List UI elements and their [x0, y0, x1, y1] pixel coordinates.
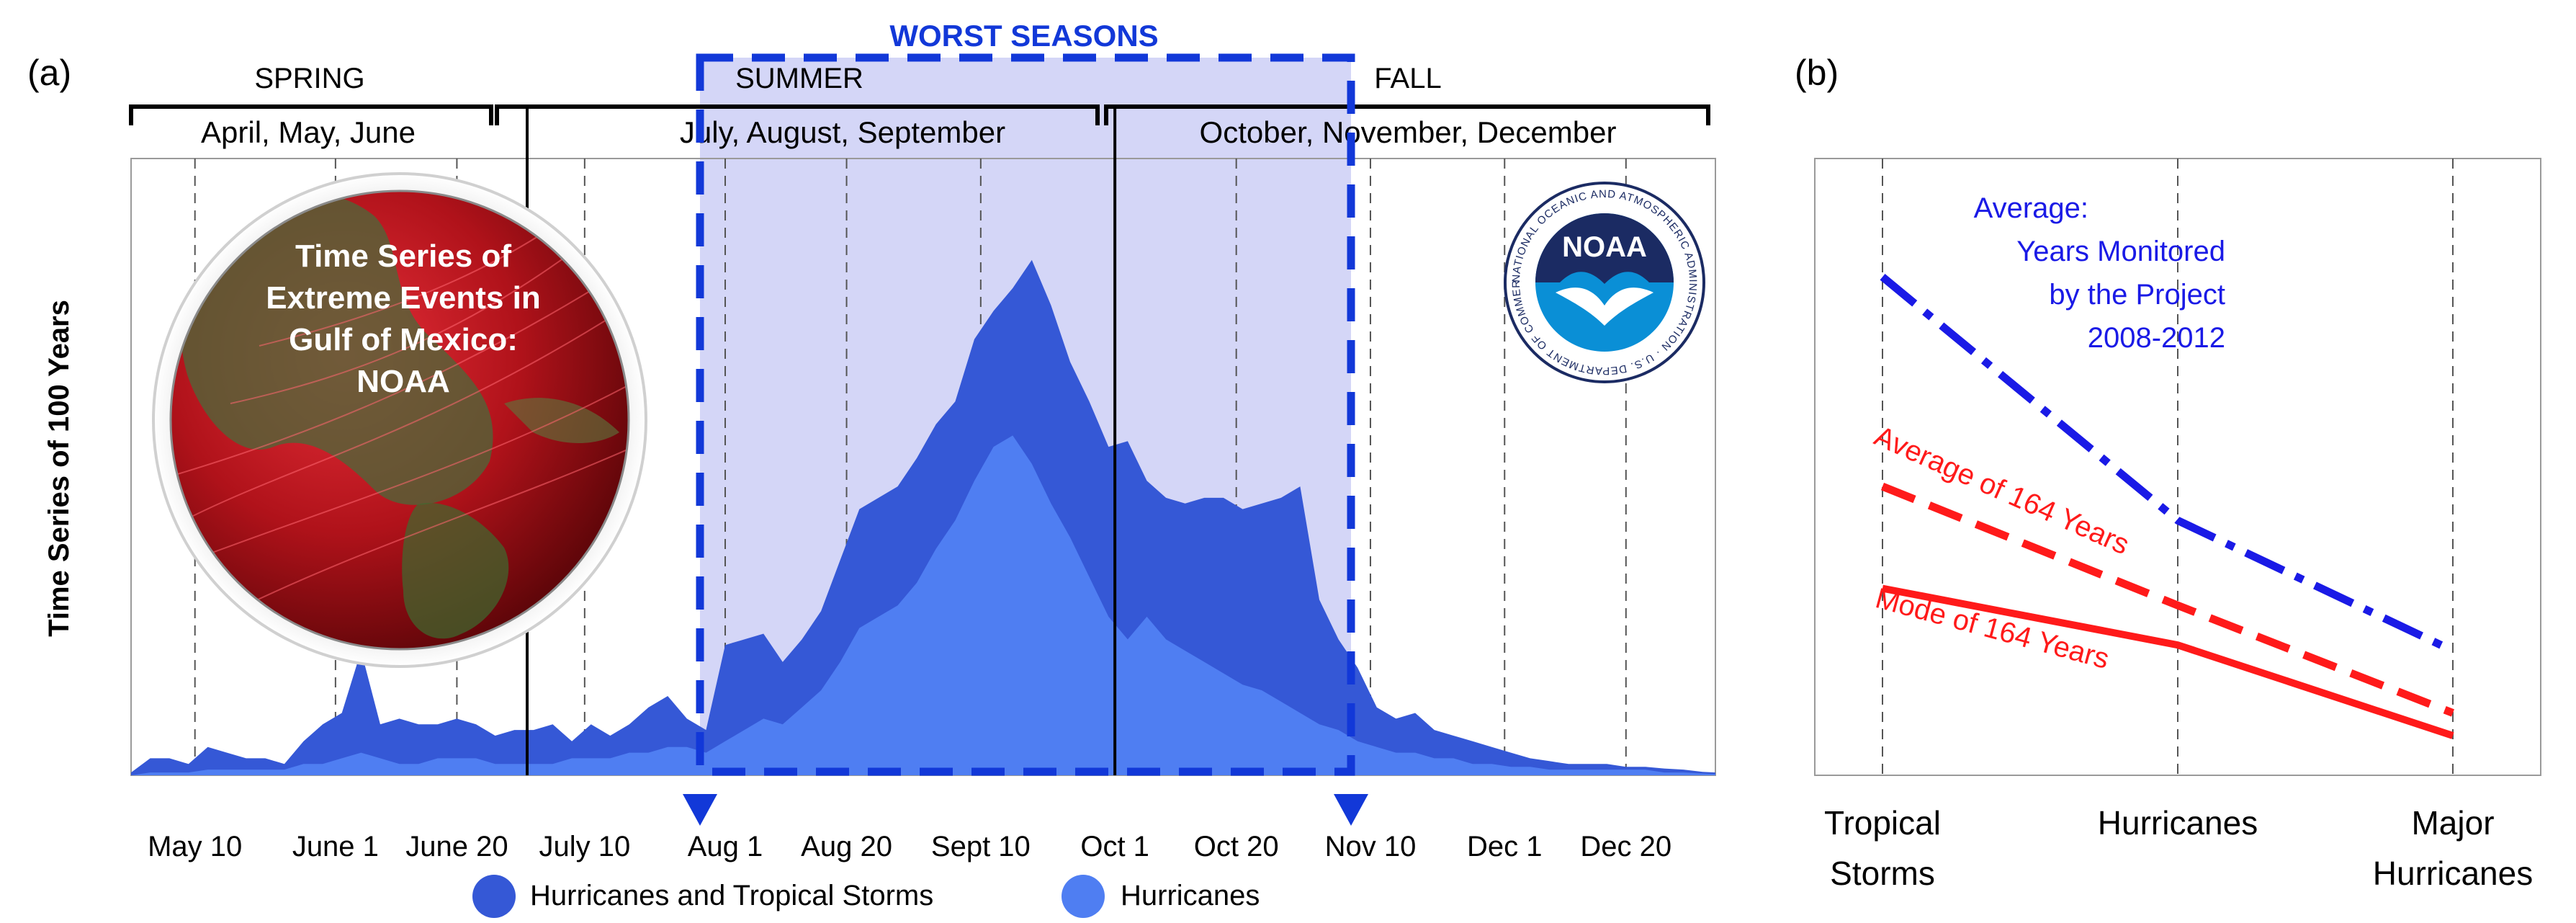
tick-label: Aug 20 — [801, 831, 892, 862]
legend-label-storms: Hurricanes and Tropical Storms — [530, 880, 933, 911]
panel-b-label: (b) — [1795, 53, 1839, 93]
tick-label: Oct 20 — [1194, 831, 1279, 862]
worst-seasons-end-arrow — [1334, 794, 1368, 826]
season-summer-months: July, August, September — [680, 115, 1005, 149]
category-label: Major — [2411, 804, 2494, 842]
globe-text-line-2: Extreme Events in — [266, 280, 541, 316]
worst-seasons-title: WORST SEASONS — [889, 19, 1158, 53]
category-label: Storms — [1830, 855, 1935, 892]
tick-label: Dec 1 — [1467, 831, 1543, 862]
line-average-project-years — [1880, 274, 2455, 655]
label-project-line-1: Average: — [1974, 192, 2088, 224]
plot-a-tick-labels: May 10 June 1 June 20 July 10 Aug 1 Aug 20 Sep… — [148, 831, 1671, 862]
globe-image: Time Series of Extreme Events in Gulf of… — [152, 172, 647, 668]
season-spring-months: April, May, June — [201, 115, 416, 149]
season-summer-name: SUMMER — [735, 63, 863, 94]
line-average-164-years — [1880, 482, 2455, 717]
line-mode-164-years — [1882, 584, 2454, 739]
bracket-spring — [129, 104, 493, 125]
legend-swatch-hurricanes — [1062, 875, 1105, 918]
label-project-line-4: 2008-2012 — [2088, 322, 2225, 354]
legend-label-hurricanes: Hurricanes — [1121, 880, 1260, 911]
area-hurricanes — [131, 435, 1715, 775]
tick-label: July 10 — [539, 831, 630, 862]
category-label: Hurricanes — [2098, 804, 2258, 842]
label-average-project: Average: Years Monitored by the Project … — [1974, 192, 2225, 354]
globe-text-line-3: Gulf of Mexico: — [289, 322, 518, 357]
season-brackets — [129, 104, 1710, 125]
globe-text-line-4: NOAA — [356, 364, 450, 399]
area-hurricanes-and-tropical-storms — [131, 259, 1715, 775]
tick-label: June 1 — [292, 831, 379, 862]
worst-seasons-start-arrow — [683, 794, 717, 826]
legend-swatch-storms — [472, 875, 516, 918]
label-project-line-2: Years Monitored — [2016, 236, 2225, 267]
panel-a-label: (a) — [27, 53, 71, 93]
tick-label: Dec 20 — [1580, 831, 1671, 862]
tick-label: June 20 — [405, 831, 508, 862]
tick-label: Aug 1 — [688, 831, 763, 862]
globe-text-line-1: Time Series of — [295, 238, 511, 274]
season-fall-months: October, November, December — [1200, 115, 1617, 149]
noaa-logo-text: NOAA — [1562, 231, 1647, 263]
label-average-164: Average of 164 Years — [1870, 420, 2134, 561]
tick-label: May 10 — [148, 831, 242, 862]
plot-a-legend: Hurricanes and Tropical Storms Hurricane… — [472, 875, 1260, 918]
plot-a-ylabel: Time Series of 100 Years — [43, 300, 75, 637]
label-project-line-3: by the Project — [2049, 279, 2225, 311]
tick-label: Sept 10 — [931, 831, 1031, 862]
worst-seasons-border — [696, 53, 1355, 776]
bracket-summer — [495, 104, 1100, 125]
season-fall-name: FALL — [1374, 63, 1441, 94]
category-label: Tropical — [1824, 804, 1941, 842]
season-spring-name: SPRING — [254, 63, 364, 94]
plot-b-category-labels: Tropical Storms Hurricanes Major Hurricanes — [1824, 804, 2533, 892]
bracket-fall — [1104, 104, 1710, 125]
tick-label: Oct 1 — [1080, 831, 1149, 862]
tick-label: Nov 10 — [1325, 831, 1417, 862]
category-label: Hurricanes — [2373, 855, 2533, 892]
